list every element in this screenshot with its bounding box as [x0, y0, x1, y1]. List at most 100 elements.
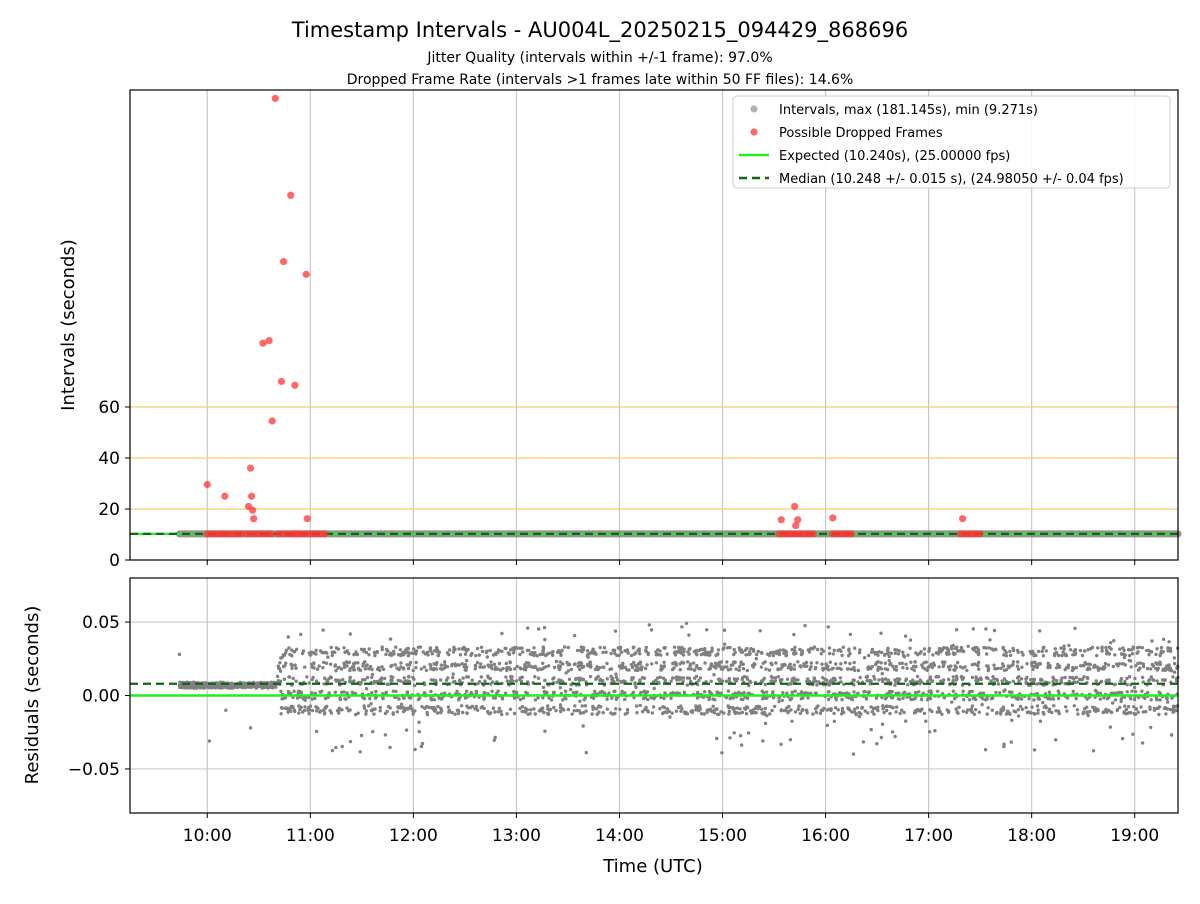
residual-point — [1172, 661, 1177, 666]
residual-point — [488, 648, 492, 653]
residual-point — [852, 707, 857, 711]
residual-point — [500, 649, 504, 653]
residual-point — [317, 664, 321, 668]
residual-point — [842, 682, 846, 686]
residual-point — [362, 649, 366, 653]
residual-point — [227, 685, 232, 689]
residual-point — [1032, 748, 1037, 752]
residual-point — [398, 679, 403, 683]
residual-point — [362, 704, 366, 708]
residual-point — [967, 698, 972, 702]
residual-point — [1169, 668, 1174, 673]
residual-point — [912, 711, 917, 715]
residual-point — [1057, 665, 1061, 669]
residual-point — [649, 696, 653, 700]
residual-point — [709, 679, 713, 683]
residual-point — [470, 651, 474, 656]
residual-point — [1155, 668, 1160, 672]
residual-point — [1144, 709, 1148, 714]
residual-point — [283, 696, 288, 700]
residual-point — [1030, 662, 1034, 666]
residual-point — [644, 705, 648, 710]
residual-point — [634, 651, 638, 655]
residual-point — [662, 646, 666, 650]
residual-point — [689, 709, 693, 714]
residual-point — [983, 748, 988, 752]
residual-point — [1100, 649, 1104, 653]
residual-point — [919, 697, 924, 702]
residual-point — [1157, 690, 1161, 694]
residual-point — [1071, 689, 1076, 694]
residual-point — [444, 678, 449, 682]
residual-point — [364, 712, 368, 716]
residual-point — [1129, 665, 1133, 669]
residual-point — [659, 653, 663, 657]
residual-point — [989, 679, 993, 683]
residual-point — [955, 677, 959, 681]
residual-point — [1057, 711, 1061, 716]
residual-point — [900, 708, 904, 712]
residual-point — [1102, 696, 1106, 700]
residual-point — [713, 661, 718, 665]
residual-point — [287, 675, 292, 679]
residual-point — [1065, 696, 1070, 700]
residual-point — [575, 708, 579, 713]
residual-point — [508, 660, 512, 665]
residual-point — [294, 666, 298, 670]
residual-point — [310, 662, 314, 666]
residual-point — [1000, 679, 1004, 683]
residual-point — [402, 696, 406, 700]
residual-point — [927, 646, 932, 651]
residual-point — [1015, 664, 1020, 668]
residual-point — [585, 662, 590, 667]
residual-point — [779, 742, 783, 746]
residual-point — [836, 708, 840, 712]
residual-point — [727, 709, 732, 714]
residual-point — [809, 691, 813, 695]
residual-point — [1009, 664, 1013, 668]
residual-point — [650, 662, 654, 666]
residual-point — [796, 660, 800, 664]
residual-point — [681, 679, 685, 684]
residual-point — [493, 710, 497, 714]
residual-point — [985, 712, 989, 716]
residual-point — [923, 667, 927, 671]
residual-point — [348, 708, 352, 712]
residual-point — [1100, 645, 1104, 649]
residual-point — [348, 676, 352, 680]
residual-point — [967, 691, 971, 695]
residual-point — [821, 676, 825, 680]
residual-point — [399, 652, 403, 657]
residual-point — [411, 709, 415, 713]
residual-point — [617, 653, 621, 657]
residual-point — [1110, 710, 1114, 715]
residual-point — [1171, 710, 1175, 714]
residual-point — [970, 689, 974, 694]
residual-point — [373, 653, 377, 658]
residual-point — [889, 662, 893, 666]
residual-point — [414, 665, 418, 670]
residual-point — [827, 651, 832, 656]
residual-point — [1004, 679, 1009, 684]
residual-point — [1036, 711, 1040, 715]
dropped-frame-point — [249, 506, 257, 514]
residual-point — [826, 697, 831, 702]
residual-point — [578, 711, 583, 715]
residual-point — [682, 647, 686, 651]
residual-point — [353, 661, 357, 665]
residual-point — [575, 648, 580, 653]
residual-point — [1149, 698, 1153, 702]
residual-point — [384, 690, 388, 694]
residual-point — [315, 667, 320, 671]
residual-point — [931, 661, 936, 665]
residual-point — [303, 705, 307, 709]
residual-point — [406, 674, 411, 679]
residual-point — [754, 711, 758, 715]
dropped-frame-point — [794, 516, 802, 524]
residual-point — [1076, 712, 1080, 716]
residual-point — [365, 675, 370, 680]
residual-point — [280, 697, 284, 701]
residual-point — [707, 697, 711, 702]
residual-point — [354, 712, 358, 717]
residual-point — [930, 665, 935, 670]
